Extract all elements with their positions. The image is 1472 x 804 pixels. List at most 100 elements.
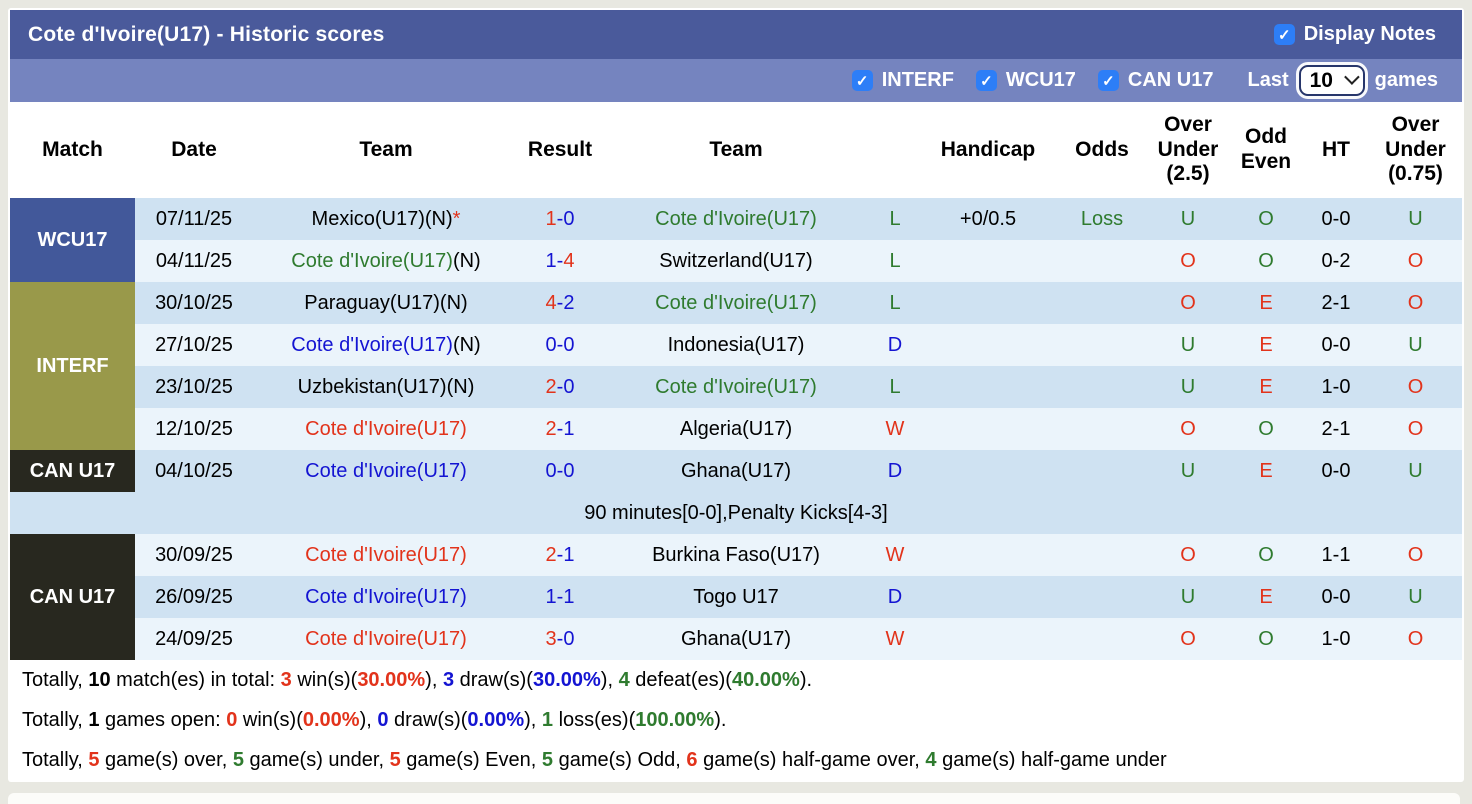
odd-even-cell: E [1229, 450, 1303, 492]
over-under-075-cell: O [1369, 282, 1462, 324]
away-team[interactable]: Cote d'Ivoire(U17) [601, 198, 871, 240]
over-under-075-cell: U [1369, 576, 1462, 618]
home-team[interactable]: Cote d'Ivoire(U17) [253, 576, 519, 618]
handicap-cell [919, 534, 1057, 576]
over-under-075-cell: O [1369, 240, 1462, 282]
canu17-checkbox[interactable] [1097, 70, 1119, 91]
handicap-cell [919, 282, 1057, 324]
date-cell: 24/09/25 [135, 618, 253, 660]
column-header: Odds [1057, 102, 1147, 198]
column-header: Match [10, 102, 135, 198]
odd-even-cell: O [1229, 240, 1303, 282]
score-cell: 1-0 [519, 198, 601, 240]
last-games-select[interactable]: 10 [1298, 65, 1365, 96]
home-team[interactable]: Cote d'Ivoire(U17) [253, 408, 519, 450]
column-header: Handicap [919, 102, 1057, 198]
odd-even-cell: O [1229, 618, 1303, 660]
away-team[interactable]: Togo U17 [601, 576, 871, 618]
result-letter: W [871, 408, 919, 450]
summary-games-open: Totally, 1 games open: 0 win(s)(0.00%), … [10, 700, 1462, 740]
home-team[interactable]: Cote d'Ivoire(U17)(N) [253, 240, 519, 282]
over-under-25-cell: U [1147, 576, 1229, 618]
over-under-075-cell: U [1369, 324, 1462, 366]
odd-even-cell: E [1229, 576, 1303, 618]
match-badge: CAN U17 [10, 534, 135, 660]
title-bar: Cote d'Ivoire(U17) - Historic scores Dis… [10, 10, 1462, 59]
result-letter: L [871, 198, 919, 240]
home-team[interactable]: Cote d'Ivoire(U17) [253, 618, 519, 660]
handicap-cell: +0/0.5 [919, 198, 1057, 240]
home-team[interactable]: Cote d'Ivoire(U17) [253, 534, 519, 576]
filter-wcu17: WCU17 [975, 69, 1076, 92]
over-under-075-cell: O [1369, 618, 1462, 660]
column-header: Team [253, 102, 519, 198]
handicap-cell [919, 618, 1057, 660]
ht-cell: 2-1 [1303, 408, 1369, 450]
odds-cell: Loss [1057, 198, 1147, 240]
home-team[interactable]: Paraguay(U17)(N) [253, 282, 519, 324]
wcu17-checkbox[interactable] [975, 70, 997, 91]
date-cell: 27/10/25 [135, 324, 253, 366]
odd-even-cell: E [1229, 324, 1303, 366]
result-letter: L [871, 282, 919, 324]
result-letter: W [871, 534, 919, 576]
over-under-075-cell: U [1369, 450, 1462, 492]
date-cell: 30/10/25 [135, 282, 253, 324]
odds-cell [1057, 240, 1147, 282]
over-under-25-cell: O [1147, 282, 1229, 324]
over-under-25-cell: U [1147, 324, 1229, 366]
over-under-075-cell: O [1369, 366, 1462, 408]
historic-scores-table: Match Date Team Result Team Handicap Odds Over … [10, 102, 1462, 660]
handicap-cell [919, 576, 1057, 618]
away-team[interactable]: Ghana(U17) [601, 618, 871, 660]
over-under-25-cell: O [1147, 534, 1229, 576]
last-label: Last [1247, 69, 1289, 91]
over-under-075-cell: O [1369, 534, 1462, 576]
interf-checkbox[interactable] [851, 70, 873, 91]
column-header: Result [519, 102, 601, 198]
handicap-cell [919, 408, 1057, 450]
odds-cell [1057, 534, 1147, 576]
summary-total-matches: Totally, 10 match(es) in total: 3 win(s)… [10, 660, 1462, 700]
odds-cell [1057, 450, 1147, 492]
column-header: HT [1303, 102, 1369, 198]
away-team[interactable]: Switzerland(U17) [601, 240, 871, 282]
over-under-075-cell: O [1369, 408, 1462, 450]
handicap-cell [919, 366, 1057, 408]
odd-even-cell: E [1229, 366, 1303, 408]
odds-cell [1057, 324, 1147, 366]
away-team[interactable]: Burkina Faso(U17) [601, 534, 871, 576]
odds-cell [1057, 576, 1147, 618]
odd-even-cell: O [1229, 534, 1303, 576]
next-panel-edge [8, 793, 1460, 804]
games-label: games [1374, 69, 1438, 91]
display-notes-checkbox[interactable] [1273, 24, 1295, 45]
column-header: Odd Even [1229, 102, 1303, 198]
result-letter: L [871, 240, 919, 282]
result-letter: D [871, 576, 919, 618]
away-team[interactable]: Cote d'Ivoire(U17) [601, 282, 871, 324]
over-under-25-cell: O [1147, 618, 1229, 660]
home-team[interactable]: Cote d'Ivoire(U17)(N) [253, 324, 519, 366]
away-team[interactable]: Indonesia(U17) [601, 324, 871, 366]
table-row: CAN U17 30/09/25 Cote d'Ivoire(U17) 2-1 Burk… [10, 534, 1462, 660]
score-cell: 3-0 [519, 618, 601, 660]
odd-even-cell: O [1229, 408, 1303, 450]
interf-label: INTERF [881, 69, 954, 91]
odd-even-cell: O [1229, 198, 1303, 240]
column-header: Over Under (2.5) [1147, 102, 1229, 198]
date-cell: 04/11/25 [135, 240, 253, 282]
home-team[interactable]: Uzbekistan(U17)(N) [253, 366, 519, 408]
column-header: Team [601, 102, 871, 198]
filter-interf: INTERF [851, 69, 954, 92]
ht-cell: 0-0 [1303, 576, 1369, 618]
away-team[interactable]: Ghana(U17) [601, 450, 871, 492]
away-team[interactable]: Algeria(U17) [601, 408, 871, 450]
home-team[interactable]: Mexico(U17)(N)* [253, 198, 519, 240]
over-under-075-cell: U [1369, 198, 1462, 240]
score-cell: 4-2 [519, 282, 601, 324]
home-team[interactable]: Cote d'Ivoire(U17) [253, 450, 519, 492]
away-team[interactable]: Cote d'Ivoire(U17) [601, 366, 871, 408]
over-under-25-cell: O [1147, 240, 1229, 282]
ht-cell: 0-0 [1303, 324, 1369, 366]
